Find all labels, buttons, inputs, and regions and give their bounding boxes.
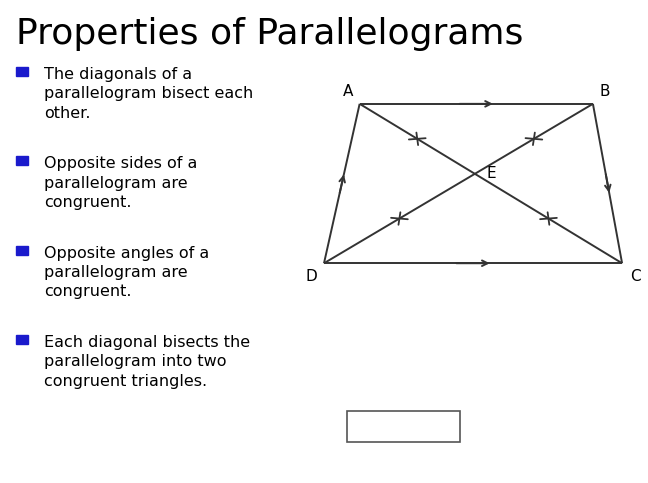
Bar <box>16 156 28 165</box>
Text: Properties of Parallelograms: Properties of Parallelograms <box>16 17 524 51</box>
Text: Each diagonal bisects the
parallelogram into two
congruent triangles.: Each diagonal bisects the parallelogram … <box>44 335 250 389</box>
Bar <box>16 335 28 344</box>
Bar <box>16 246 28 255</box>
Text: Parallelogram: Parallelogram <box>353 419 454 434</box>
Text: B: B <box>599 84 610 99</box>
Text: E: E <box>486 166 496 181</box>
Bar <box>16 67 28 76</box>
Text: Opposite sides of a
parallelogram are
congruent.: Opposite sides of a parallelogram are co… <box>44 156 198 210</box>
Text: The diagonals of a
parallelogram bisect each
other.: The diagonals of a parallelogram bisect … <box>44 67 253 121</box>
Text: A: A <box>343 84 353 99</box>
Text: C: C <box>630 269 640 284</box>
Text: Opposite angles of a
parallelogram are
congruent.: Opposite angles of a parallelogram are c… <box>44 246 209 299</box>
Bar <box>347 411 460 442</box>
Text: D: D <box>305 269 317 284</box>
